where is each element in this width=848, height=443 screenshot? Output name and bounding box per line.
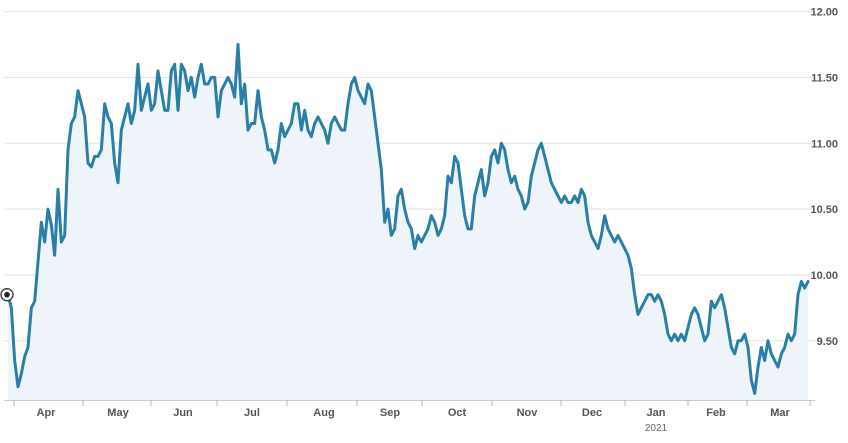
y-tick-label: 11.50 (811, 72, 838, 84)
x-tick-label: Jul (244, 407, 260, 419)
price-line (6, 43, 810, 395)
x-tick-label: Aug (313, 407, 334, 419)
y-tick-label: 12.00 (810, 7, 838, 19)
y-tick-label: 10.00 (810, 270, 838, 282)
start-marker-layer (0, 288, 14, 302)
y-tick-label: 11.00 (811, 138, 838, 150)
y-tick-label: 10.50 (810, 204, 838, 216)
x-tick-label: Dec (582, 407, 602, 419)
axes: 12.00 11.50 11.00 10.50 10.00 9.50 Apr May Jun Ju… (4, 7, 838, 434)
x-tick-label: Oct (448, 407, 467, 419)
x-tick-label: Jan (647, 407, 666, 419)
x-tick-label: Jun (173, 407, 193, 419)
price-line-layer (6, 43, 810, 395)
x-tick-label: May (107, 407, 129, 419)
x-tick-label: Mar (770, 407, 790, 419)
y-tick-label: 9.50 (817, 336, 838, 348)
start-marker-dot (4, 291, 10, 298)
x-tick-label: Nov (517, 407, 539, 419)
x-tick-label: Apr (37, 407, 57, 419)
x-tick-label: Sep (380, 407, 400, 419)
x-tick-label: Feb (706, 407, 726, 419)
year-label: 2021 (645, 423, 668, 434)
